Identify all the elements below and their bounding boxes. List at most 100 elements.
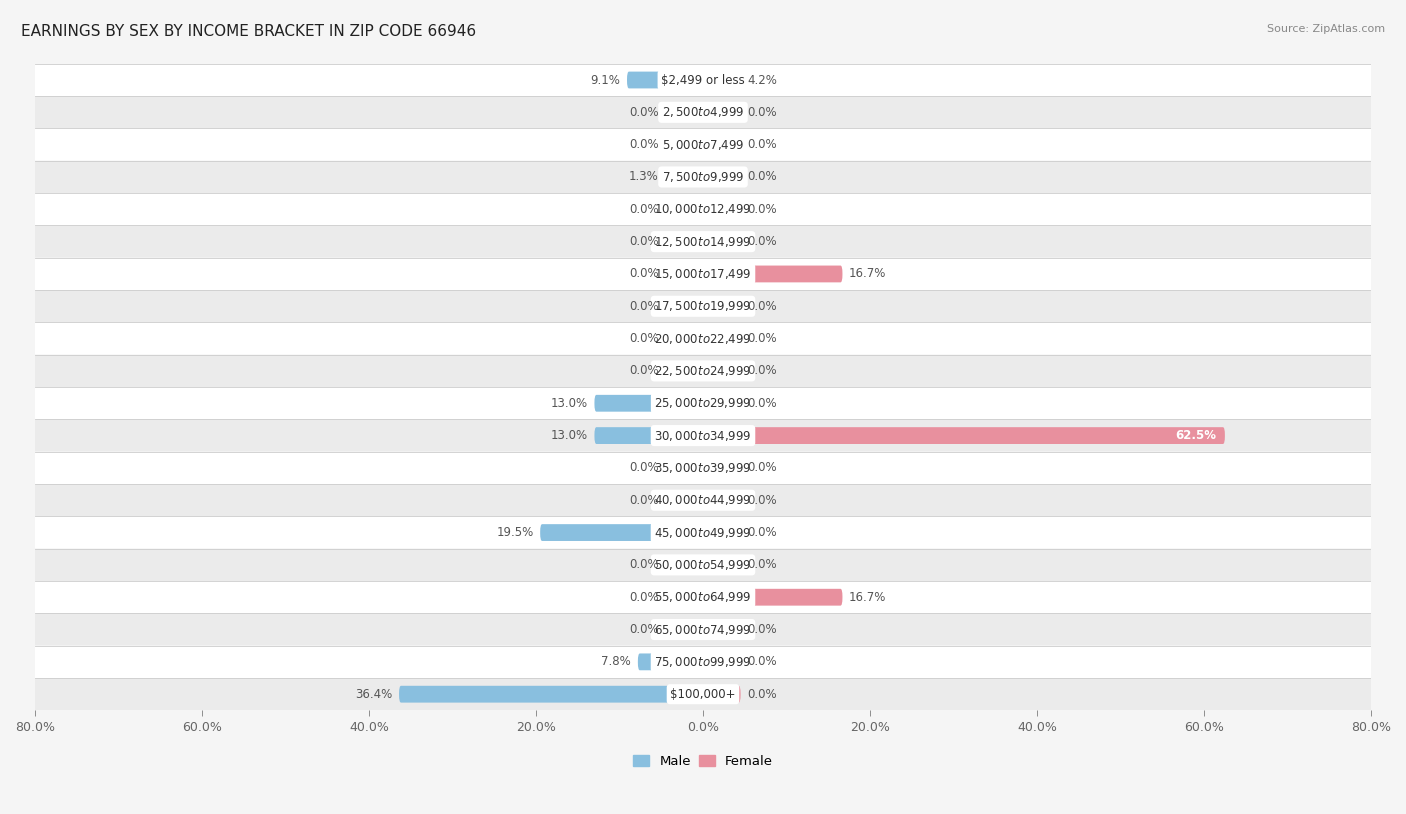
Text: $2,500 to $4,999: $2,500 to $4,999	[662, 105, 744, 120]
Text: 0.0%: 0.0%	[747, 203, 778, 216]
Text: 1.3%: 1.3%	[628, 170, 659, 183]
FancyBboxPatch shape	[35, 516, 1371, 549]
FancyBboxPatch shape	[665, 201, 703, 217]
Text: 19.5%: 19.5%	[496, 526, 533, 539]
Text: 0.0%: 0.0%	[747, 170, 778, 183]
FancyBboxPatch shape	[703, 330, 741, 347]
FancyBboxPatch shape	[703, 492, 741, 509]
FancyBboxPatch shape	[703, 654, 741, 670]
Text: $22,500 to $24,999: $22,500 to $24,999	[654, 364, 752, 378]
FancyBboxPatch shape	[35, 678, 1371, 711]
Text: $25,000 to $29,999: $25,000 to $29,999	[654, 396, 752, 410]
Text: 0.0%: 0.0%	[628, 462, 659, 475]
Text: 0.0%: 0.0%	[747, 365, 778, 378]
Legend: Male, Female: Male, Female	[633, 755, 773, 768]
Text: 0.0%: 0.0%	[747, 688, 778, 701]
FancyBboxPatch shape	[399, 685, 703, 702]
Text: 0.0%: 0.0%	[747, 106, 778, 119]
FancyBboxPatch shape	[665, 362, 703, 379]
FancyBboxPatch shape	[35, 452, 1371, 484]
FancyBboxPatch shape	[703, 234, 741, 250]
Text: 0.0%: 0.0%	[628, 494, 659, 507]
FancyBboxPatch shape	[35, 258, 1371, 290]
FancyBboxPatch shape	[703, 136, 741, 153]
Text: 4.2%: 4.2%	[747, 73, 778, 86]
Text: 7.8%: 7.8%	[602, 655, 631, 668]
FancyBboxPatch shape	[595, 427, 703, 444]
Text: 16.7%: 16.7%	[849, 591, 887, 604]
Text: 16.7%: 16.7%	[849, 268, 887, 281]
FancyBboxPatch shape	[638, 654, 703, 670]
FancyBboxPatch shape	[703, 427, 1225, 444]
FancyBboxPatch shape	[703, 265, 842, 282]
FancyBboxPatch shape	[627, 72, 703, 89]
Text: 0.0%: 0.0%	[628, 591, 659, 604]
FancyBboxPatch shape	[35, 614, 1371, 646]
FancyBboxPatch shape	[665, 104, 703, 120]
FancyBboxPatch shape	[665, 589, 703, 606]
Text: 36.4%: 36.4%	[356, 688, 392, 701]
FancyBboxPatch shape	[665, 330, 703, 347]
FancyBboxPatch shape	[665, 460, 703, 476]
Text: $30,000 to $34,999: $30,000 to $34,999	[654, 429, 752, 443]
FancyBboxPatch shape	[35, 290, 1371, 322]
FancyBboxPatch shape	[665, 136, 703, 153]
FancyBboxPatch shape	[703, 298, 741, 315]
FancyBboxPatch shape	[703, 168, 741, 186]
FancyBboxPatch shape	[35, 387, 1371, 419]
FancyBboxPatch shape	[703, 395, 741, 412]
FancyBboxPatch shape	[35, 322, 1371, 355]
Text: $100,000+: $100,000+	[671, 688, 735, 701]
Text: $10,000 to $12,499: $10,000 to $12,499	[654, 203, 752, 217]
Text: 13.0%: 13.0%	[551, 396, 588, 409]
Text: $17,500 to $19,999: $17,500 to $19,999	[654, 300, 752, 313]
Text: $35,000 to $39,999: $35,000 to $39,999	[654, 461, 752, 475]
FancyBboxPatch shape	[35, 581, 1371, 614]
FancyBboxPatch shape	[703, 460, 741, 476]
FancyBboxPatch shape	[703, 685, 741, 702]
FancyBboxPatch shape	[35, 96, 1371, 129]
FancyBboxPatch shape	[703, 524, 741, 541]
Text: $55,000 to $64,999: $55,000 to $64,999	[654, 590, 752, 604]
FancyBboxPatch shape	[35, 549, 1371, 581]
Text: $45,000 to $49,999: $45,000 to $49,999	[654, 526, 752, 540]
Text: 0.0%: 0.0%	[747, 332, 778, 345]
Text: 0.0%: 0.0%	[628, 106, 659, 119]
FancyBboxPatch shape	[35, 63, 1371, 96]
Text: 0.0%: 0.0%	[628, 332, 659, 345]
FancyBboxPatch shape	[665, 168, 703, 186]
Text: $5,000 to $7,499: $5,000 to $7,499	[662, 138, 744, 151]
Text: 0.0%: 0.0%	[628, 365, 659, 378]
Text: $65,000 to $74,999: $65,000 to $74,999	[654, 623, 752, 637]
FancyBboxPatch shape	[703, 557, 741, 573]
Text: 0.0%: 0.0%	[628, 558, 659, 571]
FancyBboxPatch shape	[35, 484, 1371, 516]
FancyBboxPatch shape	[703, 72, 741, 89]
Text: 0.0%: 0.0%	[628, 138, 659, 151]
Text: $40,000 to $44,999: $40,000 to $44,999	[654, 493, 752, 507]
Text: EARNINGS BY SEX BY INCOME BRACKET IN ZIP CODE 66946: EARNINGS BY SEX BY INCOME BRACKET IN ZIP…	[21, 24, 477, 39]
Text: Source: ZipAtlas.com: Source: ZipAtlas.com	[1267, 24, 1385, 34]
FancyBboxPatch shape	[35, 419, 1371, 452]
Text: 0.0%: 0.0%	[628, 203, 659, 216]
Text: $75,000 to $99,999: $75,000 to $99,999	[654, 655, 752, 669]
FancyBboxPatch shape	[35, 225, 1371, 258]
FancyBboxPatch shape	[595, 395, 703, 412]
Text: 0.0%: 0.0%	[747, 138, 778, 151]
Text: 0.0%: 0.0%	[747, 494, 778, 507]
Text: 0.0%: 0.0%	[628, 623, 659, 636]
FancyBboxPatch shape	[35, 355, 1371, 387]
Text: 0.0%: 0.0%	[747, 235, 778, 248]
Text: 0.0%: 0.0%	[747, 396, 778, 409]
Text: 0.0%: 0.0%	[747, 526, 778, 539]
FancyBboxPatch shape	[665, 492, 703, 509]
Text: $2,499 or less: $2,499 or less	[661, 73, 745, 86]
FancyBboxPatch shape	[35, 646, 1371, 678]
Text: 0.0%: 0.0%	[747, 558, 778, 571]
FancyBboxPatch shape	[703, 589, 842, 606]
Text: 62.5%: 62.5%	[1175, 429, 1216, 442]
FancyBboxPatch shape	[703, 362, 741, 379]
FancyBboxPatch shape	[703, 201, 741, 217]
Text: $20,000 to $22,499: $20,000 to $22,499	[654, 331, 752, 346]
Text: $15,000 to $17,499: $15,000 to $17,499	[654, 267, 752, 281]
